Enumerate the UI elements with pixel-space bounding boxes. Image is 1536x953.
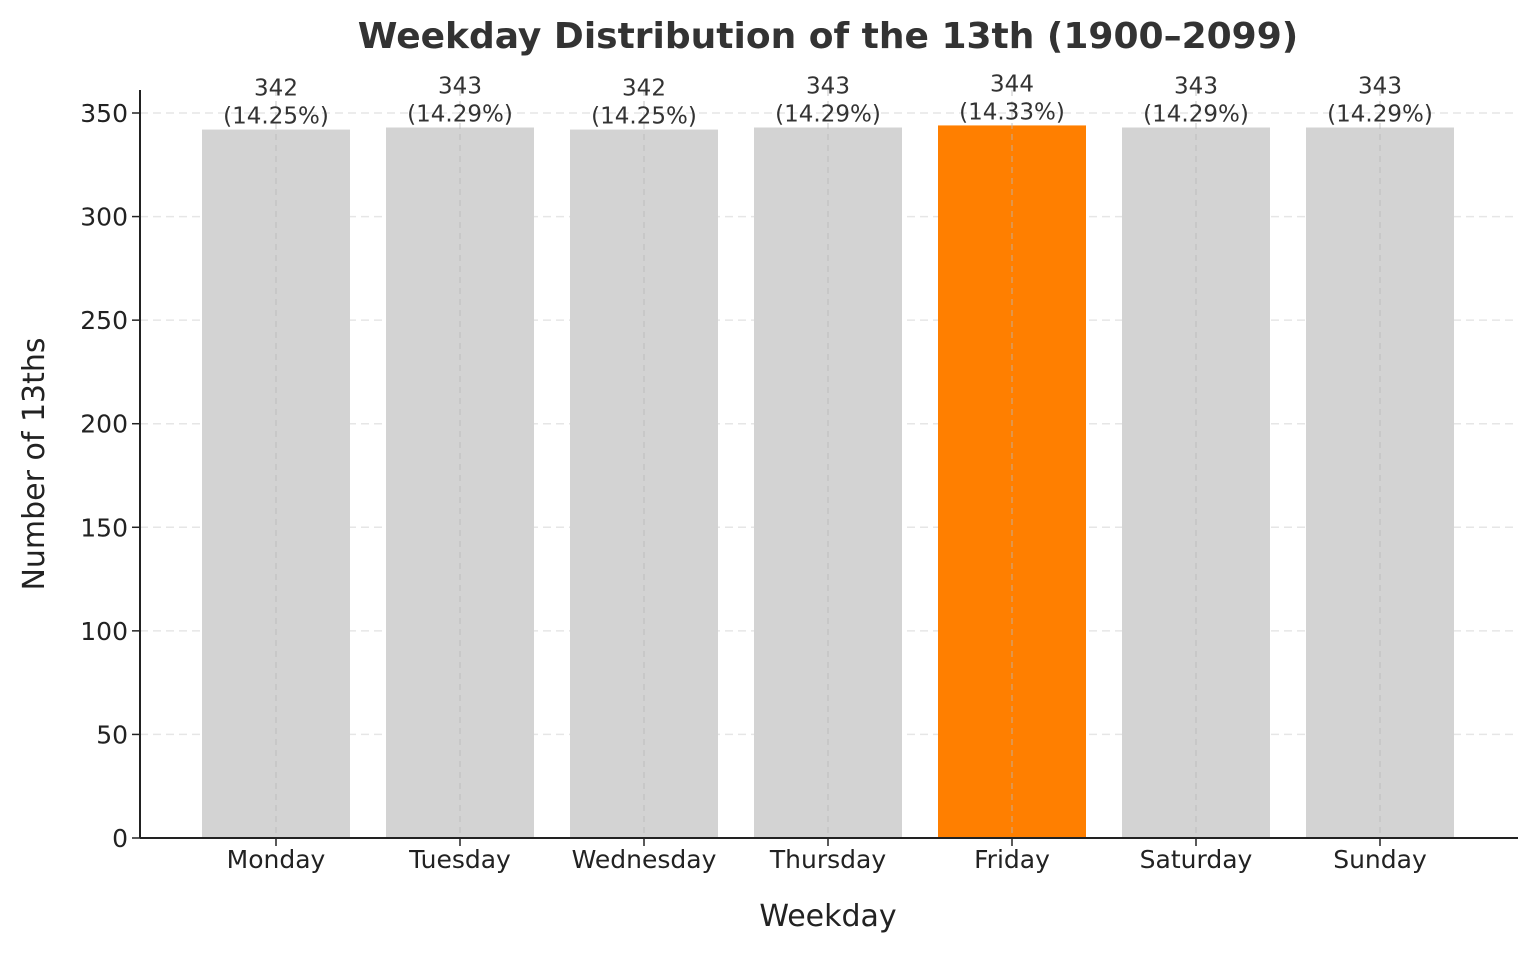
axes-layer [139,90,1518,839]
x-axis-label: Weekday [759,899,896,934]
x-tick-label: Thursday [769,845,886,874]
bar-value-label: 342 [622,76,666,102]
y-ticks-layer: 0 50 100 150 200 250 300 350 [80,99,140,853]
x-tick-label: Tuesday [408,845,511,874]
bar-percent-label: (14.29%) [775,102,881,128]
bar-value-label: 343 [438,74,482,100]
x-tick-label: Sunday [1333,845,1427,874]
x-tick-label: Saturday [1140,845,1253,874]
y-tick-label: 350 [80,99,128,128]
y-tick-label: 300 [80,203,128,232]
x-tick-label: Monday [227,845,326,874]
bar-percent-label: (14.29%) [1327,102,1433,128]
bar-value-label: 342 [254,76,298,102]
y-tick-label: 200 [80,410,128,439]
bar-labels-layer: 342(14.25%)343(14.29%)342(14.25%)343(14.… [223,71,1433,129]
x-tick-label: Wednesday [572,845,717,874]
bar-percent-label: (14.29%) [407,102,513,128]
y-tick-label: 150 [80,513,128,542]
chart-title: Weekday Distribution of the 13th (1900–2… [358,16,1298,57]
y-tick-label: 100 [80,617,128,646]
y-tick-label: 250 [80,306,128,335]
y-tick-label: 0 [112,824,128,853]
bar-value-label: 343 [1358,74,1402,100]
bar-percent-label: (14.25%) [223,104,329,130]
y-axis-label: Number of 13ths [17,337,52,590]
x-ticks-layer: Monday Tuesday Wednesday Thursday Friday Satu… [227,838,1427,874]
x-tick-label: Friday [974,845,1050,874]
vertical-grid-layer [275,90,1381,838]
bar-percent-label: (14.29%) [1143,102,1249,128]
bar-percent-label: (14.25%) [591,104,697,130]
bar-value-label: 344 [990,71,1034,97]
bar-value-label: 343 [1174,74,1218,100]
bar-value-label: 343 [806,74,850,100]
bar-percent-label: (14.33%) [959,99,1065,125]
y-tick-label: 50 [96,720,128,749]
